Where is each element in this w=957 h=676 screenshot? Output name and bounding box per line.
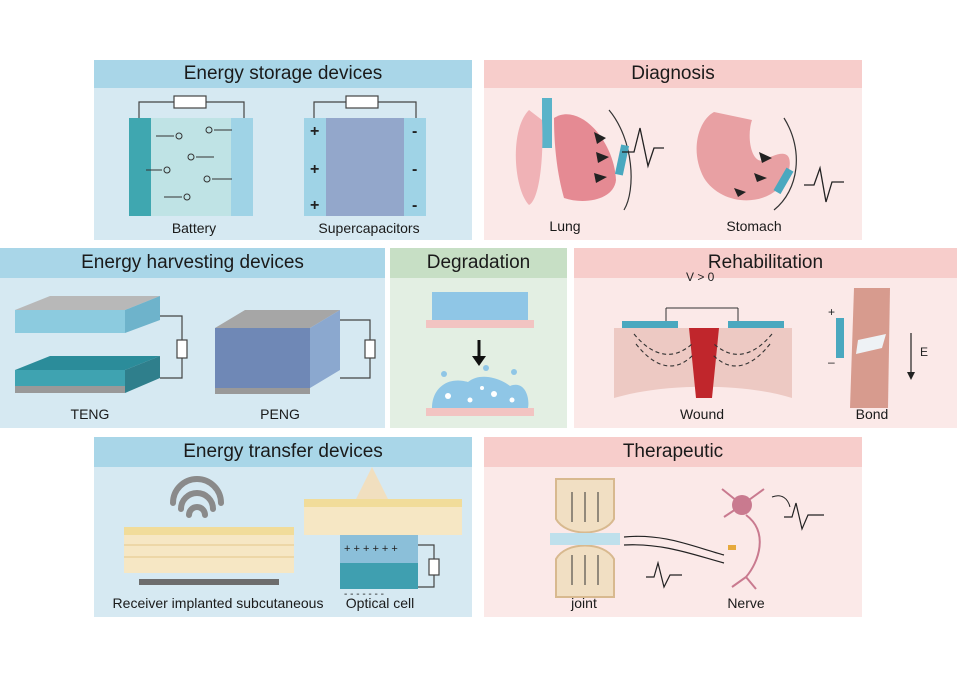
svg-text:- - - - - - -: - - - - - - - bbox=[344, 589, 384, 600]
svg-text:–: – bbox=[828, 355, 835, 369]
therapeutic-panel: Therapeutic joint Nerve bbox=[484, 437, 862, 617]
supercapacitors-label: Supercapacitors bbox=[318, 220, 420, 236]
teng-label: TENG bbox=[70, 406, 110, 422]
rehabilitation-panel: Rehabilitation V > 0 + – E Wound Bond bbox=[574, 248, 957, 428]
energy-storage-title: Energy storage devices bbox=[94, 60, 472, 88]
field-label: E bbox=[920, 345, 928, 359]
stomach-label: Stomach bbox=[726, 218, 782, 234]
peng-label: PENG bbox=[260, 406, 300, 422]
transfer-illustration: + + + + + + - - - - - - - bbox=[124, 467, 462, 600]
svg-text:+: + bbox=[828, 305, 835, 319]
battery-label: Battery bbox=[171, 220, 217, 236]
receiver-label: Receiver implanted subcutaneous bbox=[112, 595, 324, 611]
energy-storage-panel: Energy storage devices + + + - - - Battery bbox=[94, 60, 472, 240]
svg-text:-: - bbox=[412, 197, 417, 214]
lung-illustration bbox=[515, 98, 844, 211]
svg-text:+: + bbox=[310, 123, 319, 140]
rehabilitation-title: Rehabilitation bbox=[574, 248, 957, 278]
wound-illustration: V > 0 + – E bbox=[614, 270, 928, 408]
energy-transfer-panel: Energy transfer devices + + + + + + - - … bbox=[94, 437, 472, 617]
voltage-label: V > 0 bbox=[686, 270, 715, 284]
svg-text:+: + bbox=[310, 161, 319, 178]
battery-illustration: + + + - - - bbox=[129, 95, 426, 216]
wound-label: Wound bbox=[679, 406, 725, 422]
bond-label: Bond bbox=[855, 406, 889, 422]
nerve-label: Nerve bbox=[727, 595, 765, 611]
svg-text:+ + + + + +: + + + + + + bbox=[344, 543, 398, 555]
lung-label: Lung bbox=[549, 218, 581, 234]
svg-text:+: + bbox=[310, 197, 319, 214]
teng-illustration bbox=[15, 296, 376, 394]
therapeutic-illustration bbox=[550, 478, 824, 598]
diagnosis-title: Diagnosis bbox=[484, 60, 862, 88]
svg-text:-: - bbox=[412, 123, 417, 140]
energy-transfer-title: Energy transfer devices bbox=[94, 437, 472, 467]
therapeutic-title: Therapeutic bbox=[484, 437, 862, 467]
diagnosis-panel: Diagnosis Lung Stomach bbox=[484, 60, 862, 240]
degradation-illustration bbox=[426, 292, 534, 416]
energy-harvesting-title: Energy harvesting devices bbox=[0, 248, 385, 278]
degradation-panel: Degradation bbox=[390, 248, 567, 428]
optical-cell-label: Optical cell bbox=[345, 595, 415, 611]
svg-text:-: - bbox=[412, 161, 417, 178]
joint-label: joint bbox=[571, 595, 597, 611]
degradation-title: Degradation bbox=[390, 248, 567, 278]
energy-harvesting-panel: Energy harvesting devices TENG PENG bbox=[0, 248, 385, 428]
